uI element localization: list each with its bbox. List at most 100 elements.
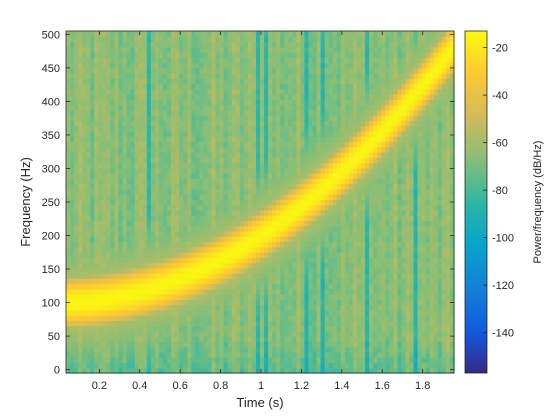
spectrogram-cell	[348, 209, 354, 216]
spectrogram-cell	[280, 241, 285, 248]
spectrogram-cell	[373, 230, 378, 237]
spectrogram-cell	[183, 367, 188, 374]
spectrogram-cell	[251, 41, 257, 48]
spectrogram-cell	[150, 346, 156, 353]
spectrogram-cell	[312, 83, 318, 90]
spectrogram-cell	[340, 120, 346, 127]
spectrogram-cell	[292, 178, 297, 185]
spectrogram-cell	[316, 146, 322, 153]
spectrogram-cell	[344, 283, 350, 290]
spectrogram-cell	[223, 320, 229, 327]
spectrogram-cell	[102, 141, 108, 148]
spectrogram-cell	[348, 46, 354, 53]
spectrogram-cell	[114, 209, 120, 216]
spectrogram-cell	[195, 109, 200, 116]
spectrogram-cell	[239, 31, 245, 37]
spectrogram-cell	[207, 78, 213, 85]
spectrogram-cell	[340, 299, 346, 306]
spectrogram-cell	[203, 125, 209, 132]
spectrogram-cell	[167, 136, 172, 143]
spectrogram-cell	[336, 67, 342, 74]
spectrogram-cell	[369, 209, 374, 216]
spectrogram-cell	[150, 31, 156, 37]
spectrogram-cell	[352, 246, 358, 253]
spectrogram-cell	[86, 320, 91, 327]
spectrogram-cell	[288, 225, 293, 232]
spectrogram-cell	[336, 88, 342, 95]
spectrogram-cell	[179, 273, 184, 279]
spectrogram-cell	[316, 309, 322, 316]
spectrogram-cell	[167, 367, 172, 374]
spectrogram-cell	[328, 320, 334, 327]
spectrogram-cell	[320, 325, 326, 332]
spectrogram-cell	[300, 188, 306, 195]
spectrogram-cell	[94, 46, 99, 53]
spectrogram-cell	[223, 146, 229, 153]
spectrogram-cell	[187, 362, 192, 369]
spectrogram-cell	[312, 336, 318, 343]
spectrogram-cell	[304, 351, 310, 358]
spectrogram-cell	[247, 330, 253, 337]
spectrogram-cell	[167, 236, 172, 243]
spectrogram-cell	[86, 283, 91, 290]
spectrogram-cell	[284, 288, 289, 295]
spectrogram-cell	[255, 251, 261, 258]
spectrogram-cell	[94, 88, 99, 95]
spectrogram-cell	[300, 78, 306, 85]
spectrogram-cell	[175, 73, 180, 79]
spectrogram-cell	[122, 104, 128, 111]
spectrogram-cell	[268, 83, 273, 90]
spectrogram-cell	[361, 341, 366, 348]
spectrogram-cell	[260, 267, 265, 274]
spectrogram-cell	[223, 299, 229, 306]
spectrogram-cell	[175, 146, 180, 153]
spectrogram-cell	[251, 278, 257, 285]
spectrogram-cell	[163, 346, 168, 353]
spectrogram-cell	[94, 173, 99, 179]
spectrogram-cell	[138, 288, 144, 295]
spectrogram-cell	[74, 88, 79, 95]
spectrogram-cell	[167, 173, 172, 179]
spectrogram-cell	[231, 152, 237, 158]
spectrogram-cell	[110, 220, 116, 227]
spectrogram-cell	[369, 157, 374, 164]
spectrogram-cell	[247, 215, 253, 222]
spectrogram-cell	[300, 152, 306, 158]
spectrogram-cell	[207, 304, 213, 311]
spectrogram-cell	[203, 173, 209, 179]
spectrogram-cell	[86, 194, 91, 200]
spectrogram-cell	[235, 367, 241, 374]
spectrogram-cell	[288, 194, 293, 200]
spectrogram-cell	[215, 273, 221, 279]
spectrogram-cell	[239, 99, 245, 106]
spectrogram-cell	[211, 162, 217, 169]
spectrogram-cell	[239, 209, 245, 216]
spectrogram-cell	[98, 215, 103, 222]
spectrogram-cell	[288, 278, 293, 285]
spectrogram-cell	[328, 46, 334, 53]
spectrogram-cell	[235, 236, 241, 243]
spectrogram-cell	[191, 67, 196, 74]
spectrogram-cell	[150, 304, 156, 311]
spectrogram-cell	[142, 267, 148, 274]
spectrogram-cell	[292, 67, 297, 74]
spectrogram-cell	[336, 162, 342, 169]
spectrogram-cell	[284, 99, 289, 106]
spectrogram-cell	[219, 288, 225, 295]
spectrogram-cell	[110, 136, 116, 143]
spectrogram-cell	[357, 67, 362, 74]
spectrogram-cell	[179, 209, 184, 216]
spectrogram-cell	[106, 294, 112, 300]
spectrogram-cell	[187, 204, 192, 211]
spectrogram-cell	[316, 357, 322, 364]
spectrogram-cell	[183, 104, 188, 111]
spectrogram-cell	[134, 31, 140, 37]
spectrogram-cell	[126, 283, 132, 290]
spectrogram-cell	[357, 94, 362, 100]
spectrogram-cell	[191, 36, 196, 43]
spectrogram-cell	[207, 257, 213, 264]
spectrogram-cell	[332, 52, 338, 58]
spectrogram-cell	[235, 178, 241, 185]
spectrogram-cell	[247, 336, 253, 343]
spectrogram-cell	[70, 199, 75, 206]
